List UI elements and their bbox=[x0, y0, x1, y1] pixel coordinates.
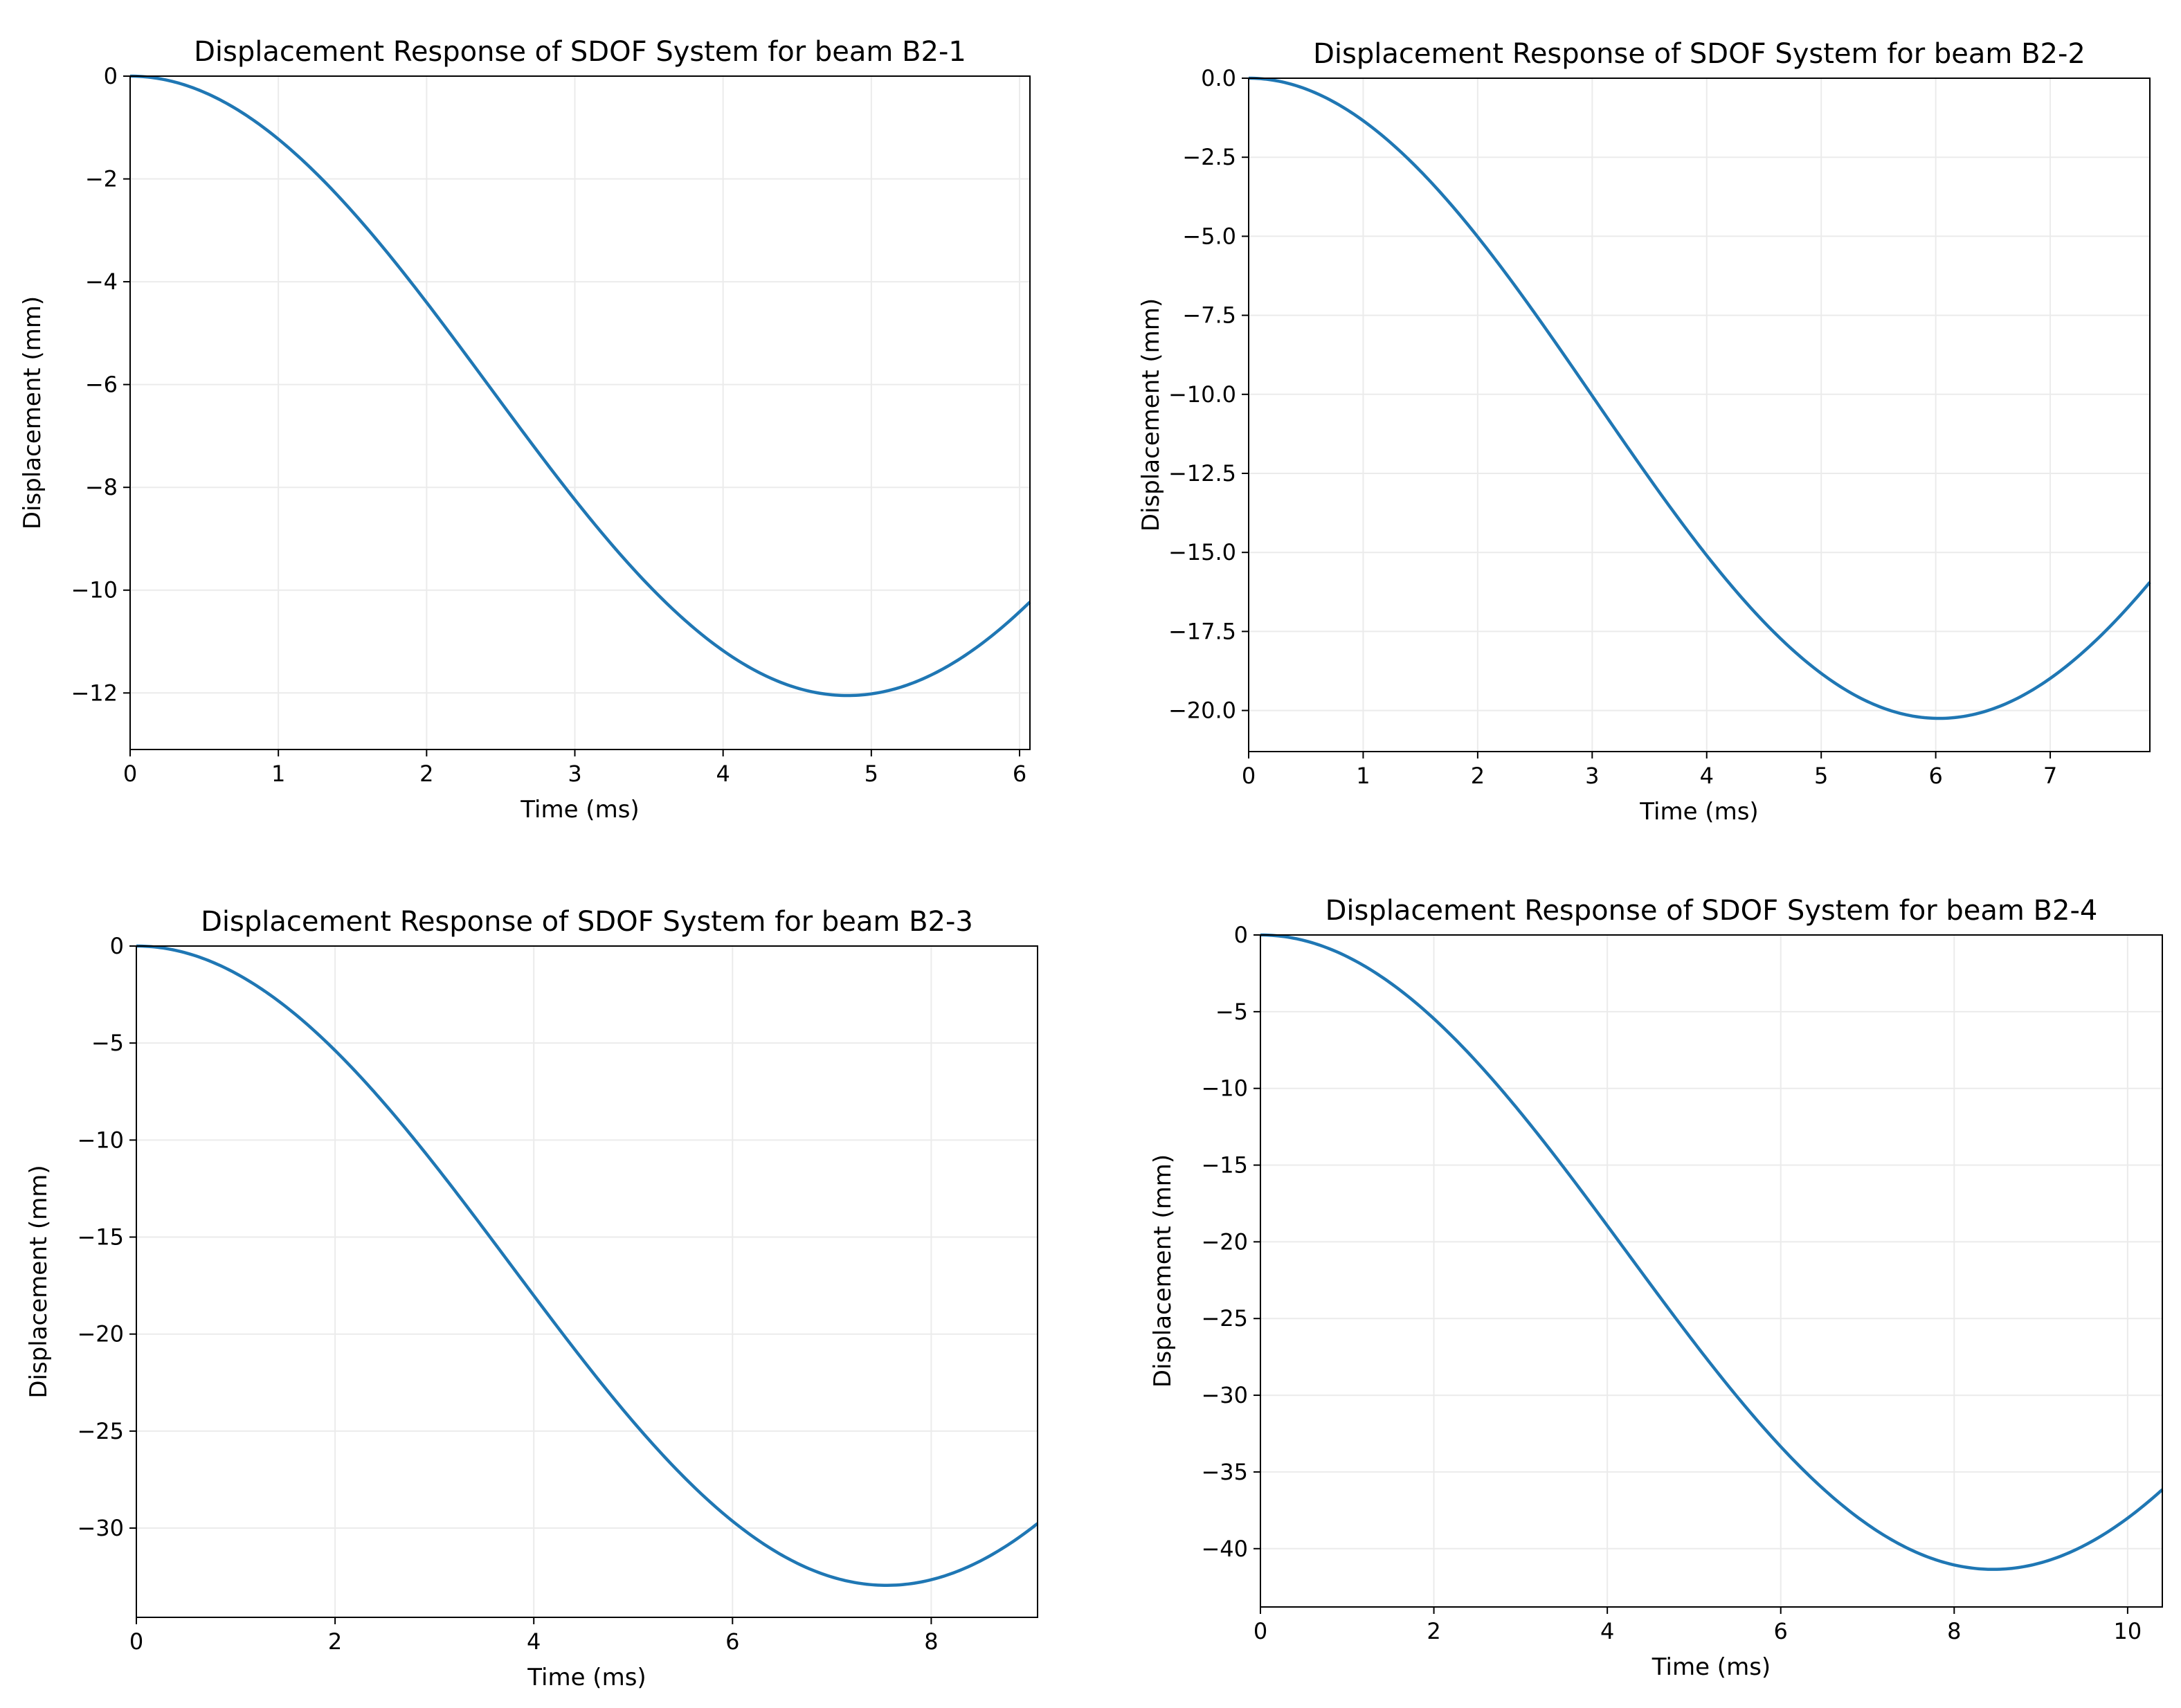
x-tick-label: 10 bbox=[2114, 1618, 2142, 1644]
y-tick-label: −4 bbox=[85, 269, 118, 295]
x-tick-label: 0 bbox=[129, 1628, 143, 1655]
chart-title: Displacement Response of SDOF System for… bbox=[1325, 895, 2098, 927]
y-tick-label: −6 bbox=[85, 372, 118, 398]
x-axis-label: Time (ms) bbox=[1651, 1653, 1771, 1681]
y-tick-label: −10.0 bbox=[1168, 381, 1236, 408]
x-tick-label: 0 bbox=[1254, 1618, 1267, 1644]
axes-frame bbox=[1260, 934, 2163, 1608]
y-tick-label: −25 bbox=[1201, 1305, 1248, 1332]
y-tick-label: −15 bbox=[1201, 1152, 1248, 1179]
x-tick-label: 3 bbox=[568, 761, 581, 787]
x-tick-label: 8 bbox=[1947, 1618, 1961, 1644]
x-tick-label: 5 bbox=[865, 761, 878, 787]
x-tick-label: 4 bbox=[1700, 763, 1714, 789]
x-tick-label: 4 bbox=[1600, 1618, 1614, 1644]
y-tick-label: −25 bbox=[77, 1418, 124, 1444]
y-tick-label: 0 bbox=[104, 63, 118, 89]
x-tick-label: 6 bbox=[1774, 1618, 1788, 1644]
x-tick-label: 1 bbox=[271, 761, 285, 787]
y-tick-label: −7.5 bbox=[1182, 302, 1236, 329]
x-tick-label: 4 bbox=[527, 1628, 541, 1655]
y-tick-label: −20 bbox=[77, 1321, 124, 1347]
y-tick-label: 0 bbox=[1234, 922, 1248, 948]
y-tick-label: −12 bbox=[71, 680, 118, 706]
y-tick-label: −5.0 bbox=[1182, 223, 1236, 249]
x-tick-label: 0 bbox=[123, 761, 137, 787]
x-tick-label: 1 bbox=[1356, 763, 1370, 789]
x-axis-label: Time (ms) bbox=[1639, 798, 1758, 826]
x-tick-label: 4 bbox=[716, 761, 730, 787]
x-axis-label: Time (ms) bbox=[520, 796, 639, 824]
x-tick-label: 6 bbox=[1928, 763, 1942, 789]
x-tick-label: 2 bbox=[328, 1628, 342, 1655]
y-tick-label: −20 bbox=[1201, 1228, 1248, 1255]
axes-frame bbox=[136, 945, 1038, 1618]
x-tick-label: 3 bbox=[1585, 763, 1599, 789]
chart-title: Displacement Response of SDOF System for… bbox=[201, 906, 973, 938]
x-tick-label: 6 bbox=[1013, 761, 1026, 787]
y-tick-label: 0.0 bbox=[1201, 65, 1236, 91]
y-tick-label: −40 bbox=[1201, 1536, 1248, 1562]
chart-title: Displacement Response of SDOF System for… bbox=[1313, 38, 2085, 70]
y-tick-label: −5 bbox=[91, 1030, 124, 1056]
y-tick-label: −17.5 bbox=[1168, 618, 1236, 644]
x-tick-label: 0 bbox=[1242, 763, 1256, 789]
y-tick-label: −8 bbox=[85, 474, 118, 500]
y-tick-label: −10 bbox=[1201, 1075, 1248, 1102]
chart-title: Displacement Response of SDOF System for… bbox=[194, 36, 966, 68]
y-axis-label: Displacement (mm) bbox=[1149, 1154, 1177, 1388]
y-tick-label: −20.0 bbox=[1168, 698, 1236, 724]
subplot-b2-1: 0 1 2 3 4 5 6 0 −2 −4 −6 −8 −10 −12 Displacement Resp… bbox=[19, 36, 1031, 824]
y-tick-label: −10 bbox=[71, 577, 118, 603]
y-tick-label: −10 bbox=[77, 1127, 124, 1153]
y-tick-label: −15.0 bbox=[1168, 539, 1236, 565]
subplot-b2-2: 0 1 2 3 4 5 6 7 0.0 −2.5 −5.0 −7.5 −10.0 −12.5 −15.0 −1… bbox=[1137, 38, 2151, 826]
y-tick-label: −30 bbox=[77, 1515, 124, 1541]
y-axis-label: Displacement (mm) bbox=[25, 1165, 53, 1398]
x-tick-label: 2 bbox=[419, 761, 433, 787]
x-tick-label: 2 bbox=[1427, 1618, 1440, 1644]
x-tick-label: 7 bbox=[2043, 763, 2057, 789]
displacement-line bbox=[1248, 76, 2151, 720]
y-tick-label: −12.5 bbox=[1168, 460, 1236, 487]
x-tick-label: 8 bbox=[924, 1628, 938, 1655]
y-axis-label: Displacement (mm) bbox=[1137, 298, 1165, 532]
displacement-line bbox=[136, 944, 1039, 1587]
y-tick-label: −2.5 bbox=[1182, 144, 1236, 170]
y-tick-label: −15 bbox=[77, 1224, 124, 1251]
subplot-b2-3: 0 2 4 6 8 0 −5 −10 −15 −20 −25 −30 Displacement Res… bbox=[25, 906, 1039, 1691]
y-tick-label: −5 bbox=[1215, 999, 1248, 1025]
x-tick-label: 6 bbox=[725, 1628, 739, 1655]
x-axis-label: Time (ms) bbox=[527, 1664, 646, 1691]
axes-frame bbox=[129, 75, 1031, 750]
x-tick-label: 2 bbox=[1471, 763, 1485, 789]
displacement-line bbox=[1260, 933, 2164, 1571]
subplot-b2-4: 0 2 4 6 8 10 0 −5 −10 −15 −20 −25 −30 −35 −40 Displace… bbox=[1149, 895, 2164, 1681]
y-tick-label: 0 bbox=[110, 933, 124, 959]
axes-frame bbox=[1248, 78, 2151, 752]
y-tick-label: −35 bbox=[1201, 1459, 1248, 1485]
displacement-line bbox=[129, 74, 1031, 698]
y-tick-label: −30 bbox=[1201, 1382, 1248, 1408]
y-axis-label: Displacement (mm) bbox=[19, 296, 46, 529]
y-tick-label: −2 bbox=[85, 166, 118, 192]
x-tick-label: 5 bbox=[1814, 763, 1828, 789]
